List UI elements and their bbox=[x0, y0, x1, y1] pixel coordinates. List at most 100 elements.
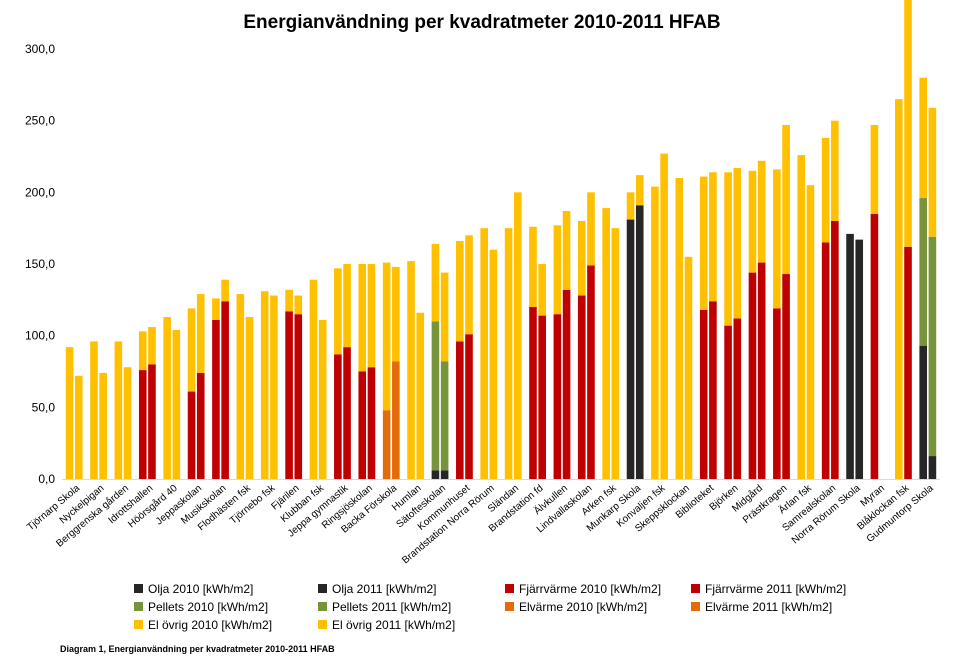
category-group bbox=[480, 228, 498, 479]
bar-segment-2011 bbox=[196, 372, 205, 479]
bar-segment-2010 bbox=[431, 470, 440, 479]
bar-segment-2010 bbox=[260, 291, 269, 479]
bar-segment-2011 bbox=[733, 167, 742, 319]
bar-segment-2011 bbox=[831, 221, 839, 479]
bar-segment-2011 bbox=[806, 185, 815, 480]
bar-segment-2011 bbox=[757, 160, 766, 263]
legend-label: Olja 2010 [kWh/m2] bbox=[148, 582, 253, 596]
bar-segment-2010 bbox=[358, 371, 367, 479]
bar-segment-2011 bbox=[343, 347, 351, 479]
category-group bbox=[334, 264, 351, 479]
category-group bbox=[163, 317, 181, 479]
bar-segment-2011 bbox=[733, 318, 742, 479]
bar-segment-2010 bbox=[187, 308, 196, 392]
bar-segment-2011 bbox=[831, 120, 839, 221]
bar-segment-2011 bbox=[148, 364, 156, 479]
category-group bbox=[895, 0, 912, 480]
bar-segment-2010 bbox=[187, 391, 196, 479]
bar-segment-2010 bbox=[626, 192, 635, 220]
bar-segment-2010 bbox=[797, 155, 806, 479]
y-tick-label: 200,0 bbox=[25, 185, 55, 199]
category-group bbox=[309, 279, 327, 479]
legend-swatch bbox=[134, 584, 143, 593]
bar-segment-2011 bbox=[904, 246, 912, 479]
bar-segment-2010 bbox=[724, 172, 732, 326]
bar-segment-2011 bbox=[221, 279, 229, 302]
bar-segment-2010 bbox=[358, 264, 367, 372]
legend-item: Fjärrvärme 2010 [kWh/m2] bbox=[505, 582, 661, 596]
bar-segment-2010 bbox=[553, 225, 562, 315]
bar-segment-2010 bbox=[870, 124, 879, 214]
bar-segment-2011 bbox=[148, 327, 156, 365]
legend-item: Pellets 2010 [kWh/m2] bbox=[134, 600, 268, 614]
bar-segment-2011 bbox=[440, 470, 449, 479]
bar-segment-2011 bbox=[904, 0, 912, 247]
bar-segment-2011 bbox=[538, 264, 546, 316]
bar-segment-2010 bbox=[773, 169, 781, 309]
bar-segment-2011 bbox=[611, 228, 620, 479]
legend-label: Elvärme 2011 [kWh/m2] bbox=[705, 600, 832, 614]
bar-segment-2011 bbox=[587, 265, 595, 479]
bar-segment-2010 bbox=[236, 294, 245, 479]
bar-segment-2010 bbox=[138, 331, 147, 371]
category-group bbox=[602, 208, 620, 479]
legend-swatch bbox=[318, 602, 327, 611]
bar-segment-2011 bbox=[99, 372, 107, 479]
bar-segment-2010 bbox=[846, 233, 854, 479]
chart-caption: Diagram 1, Energianvändning per kvadratm… bbox=[60, 644, 335, 654]
bar-segment-2011 bbox=[757, 262, 766, 479]
bar-segment-2010 bbox=[382, 410, 391, 479]
bar-segment-2011 bbox=[782, 124, 790, 275]
bar-segment-2011 bbox=[294, 295, 303, 315]
bar-segment-2011 bbox=[221, 301, 229, 479]
y-tick-label: 250,0 bbox=[25, 114, 55, 128]
bar-segment-2011 bbox=[684, 256, 693, 479]
category-group bbox=[260, 291, 278, 479]
y-tick-label: 300,0 bbox=[25, 42, 55, 56]
legend-swatch bbox=[691, 584, 700, 593]
bar-segment-2011 bbox=[440, 272, 449, 362]
bar-segment-2011 bbox=[489, 249, 498, 479]
bar-segment-2011 bbox=[392, 361, 400, 479]
legend-swatch bbox=[134, 620, 143, 629]
legend-label: Olja 2011 [kWh/m2] bbox=[332, 582, 436, 596]
chart-title: Energianvändning per kvadratmeter 2010-2… bbox=[243, 12, 720, 33]
bar-segment-2010 bbox=[748, 170, 757, 273]
category-group bbox=[212, 279, 229, 479]
bar-segment-2011 bbox=[196, 294, 205, 373]
category-group bbox=[821, 120, 839, 479]
bar-segment-2010 bbox=[90, 341, 98, 479]
legend-swatch bbox=[691, 602, 700, 611]
bar-segment-2010 bbox=[675, 178, 684, 479]
legend-swatch bbox=[134, 602, 143, 611]
bar-segment-2010 bbox=[577, 221, 586, 296]
legend-item: El övrig 2010 [kWh/m2] bbox=[134, 618, 272, 632]
category-group bbox=[382, 262, 400, 479]
bar-series bbox=[65, 0, 937, 480]
legend-swatch bbox=[318, 620, 327, 629]
category-group bbox=[187, 294, 205, 479]
y-axis: 0,0 50,0 100,0 150,0 200,0 250,0 300,0 bbox=[25, 42, 55, 486]
legend-item: Pellets 2011 [kWh/m2] bbox=[318, 600, 451, 614]
bar-segment-2011 bbox=[416, 312, 425, 479]
bar-segment-2011 bbox=[709, 172, 717, 302]
category-group bbox=[870, 124, 879, 479]
category-group bbox=[90, 341, 107, 479]
bar-segment-2010 bbox=[699, 309, 708, 479]
bar-segment-2011 bbox=[294, 314, 303, 479]
bar-segment-2011 bbox=[392, 266, 400, 362]
category-group bbox=[748, 160, 766, 479]
bar-segment-2011 bbox=[318, 319, 327, 479]
bar-segment-2011 bbox=[562, 210, 571, 290]
bar-segment-2010 bbox=[456, 241, 464, 342]
bar-segment-2010 bbox=[529, 307, 537, 479]
bar-segment-2010 bbox=[651, 186, 659, 479]
bar-segment-2010 bbox=[138, 370, 147, 479]
bar-segment-2011 bbox=[928, 456, 937, 479]
legend: Olja 2010 [kWh/m2] Olja 2011 [kWh/m2] Fjär… bbox=[134, 582, 846, 632]
legend-label: Pellets 2011 [kWh/m2] bbox=[332, 600, 451, 614]
bar-segment-2011 bbox=[709, 301, 717, 479]
legend-swatch bbox=[318, 584, 327, 593]
legend-item: Olja 2011 [kWh/m2] bbox=[318, 582, 436, 596]
bar-segment-2010 bbox=[919, 77, 928, 199]
